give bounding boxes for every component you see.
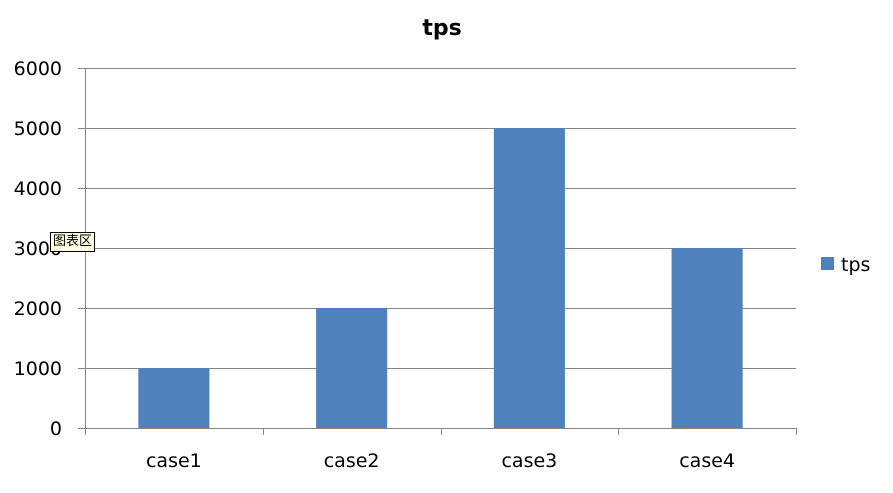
legend-label: tps — [841, 254, 870, 276]
y-tick-label: 4000 — [14, 178, 62, 200]
x-category-label: case4 — [679, 450, 735, 472]
x-category-label: case2 — [324, 450, 380, 472]
x-category-label: case3 — [501, 450, 557, 472]
y-tick-label: 5000 — [14, 118, 62, 140]
y-tick-label: 6000 — [14, 58, 62, 80]
legend: tps — [821, 254, 870, 276]
bar — [493, 128, 565, 428]
y-axis-ticks: 0 1000 2000 3000 4000 5000 6000 — [14, 58, 62, 440]
legend-swatch — [821, 257, 834, 270]
bars — [138, 128, 743, 428]
x-axis: case1 case2 case3 case4 — [78, 428, 797, 472]
bar — [138, 368, 210, 428]
y-tick-label: 2000 — [14, 298, 62, 320]
chart-area-tooltip: 图表区 — [50, 232, 96, 252]
bar — [671, 248, 743, 428]
y-tick-label: 0 — [50, 418, 62, 440]
x-category-label: case1 — [146, 450, 202, 472]
y-tick-label: 3000 — [14, 238, 62, 260]
y-tick-label: 1000 — [14, 358, 62, 380]
bar — [316, 308, 388, 428]
chart-title: tps — [422, 16, 461, 41]
